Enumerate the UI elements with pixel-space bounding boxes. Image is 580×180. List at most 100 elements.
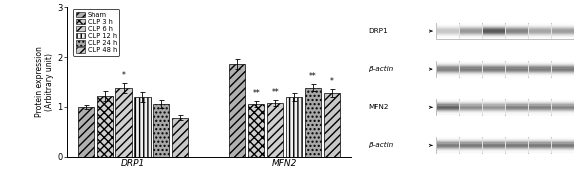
Bar — [437, 142, 459, 144]
Bar — [460, 149, 481, 150]
Bar — [437, 107, 459, 108]
Bar — [460, 36, 481, 37]
Bar — [552, 146, 574, 147]
Bar — [506, 33, 528, 34]
Bar — [437, 73, 459, 74]
Bar — [483, 105, 505, 107]
Bar — [437, 24, 459, 25]
Bar — [552, 76, 574, 78]
Bar — [483, 76, 505, 78]
Bar — [460, 113, 481, 114]
Bar — [529, 33, 550, 34]
Bar — [552, 141, 574, 143]
Bar — [483, 151, 505, 153]
Bar — [529, 105, 550, 107]
Bar — [529, 73, 550, 74]
Bar — [552, 151, 574, 153]
Bar — [437, 64, 459, 65]
Bar — [506, 147, 528, 148]
Bar — [529, 26, 550, 27]
Bar — [506, 148, 528, 149]
Text: **: ** — [309, 72, 317, 81]
Bar — [437, 150, 459, 152]
Bar — [552, 143, 574, 145]
Bar — [552, 152, 574, 154]
Bar — [529, 28, 550, 29]
Bar — [529, 66, 550, 68]
Bar — [460, 22, 481, 24]
Bar — [437, 75, 459, 76]
Bar — [437, 28, 459, 29]
Bar — [483, 30, 505, 32]
Bar — [506, 62, 528, 63]
Bar — [460, 104, 481, 105]
Bar — [483, 63, 505, 64]
Bar — [552, 148, 574, 149]
Bar — [460, 34, 481, 35]
Bar — [437, 113, 459, 114]
Bar — [437, 149, 459, 150]
Bar — [506, 137, 528, 138]
Bar — [529, 111, 550, 112]
Bar — [460, 151, 481, 153]
Bar — [552, 108, 574, 109]
Bar — [229, 64, 245, 157]
Bar — [483, 152, 505, 154]
Bar — [552, 150, 574, 152]
Bar — [552, 140, 574, 141]
Bar — [460, 70, 481, 71]
Bar — [460, 110, 481, 111]
Bar — [437, 36, 459, 37]
Bar — [552, 70, 574, 71]
Bar — [483, 103, 505, 104]
Bar — [460, 142, 481, 144]
Text: **: ** — [252, 89, 260, 98]
Bar — [483, 64, 505, 65]
Bar — [460, 67, 481, 69]
Bar — [506, 105, 528, 107]
Bar — [153, 104, 169, 157]
Bar — [460, 105, 481, 107]
Bar — [529, 75, 550, 76]
Bar — [172, 118, 188, 157]
Bar — [506, 99, 528, 100]
Bar — [460, 26, 481, 27]
Bar — [506, 104, 528, 105]
Bar — [78, 107, 94, 157]
Bar — [460, 111, 481, 112]
Bar — [529, 64, 550, 65]
Bar — [552, 33, 574, 34]
Bar — [437, 74, 459, 75]
Bar — [460, 62, 481, 63]
Bar — [552, 63, 574, 64]
Bar — [483, 108, 505, 109]
Bar — [460, 28, 481, 29]
Bar — [437, 143, 459, 145]
Bar — [437, 137, 459, 138]
Bar — [437, 140, 459, 141]
Bar — [437, 100, 459, 101]
Bar — [506, 111, 528, 112]
Bar — [460, 72, 481, 73]
Bar — [437, 61, 459, 62]
Bar — [483, 113, 505, 114]
Bar — [552, 138, 574, 139]
Bar — [529, 142, 550, 144]
Bar — [483, 29, 505, 30]
Bar — [437, 38, 459, 39]
Bar — [529, 140, 550, 141]
Bar — [552, 145, 574, 146]
Bar — [506, 36, 528, 37]
Bar — [437, 141, 459, 143]
Bar — [552, 66, 574, 68]
Bar — [483, 75, 505, 76]
Bar — [552, 107, 574, 108]
Bar — [483, 110, 505, 111]
Bar — [506, 31, 528, 33]
Bar — [483, 66, 505, 68]
Bar — [552, 62, 574, 63]
Bar — [483, 62, 505, 63]
Bar — [483, 100, 505, 101]
Bar — [506, 64, 528, 65]
Bar — [483, 31, 505, 33]
